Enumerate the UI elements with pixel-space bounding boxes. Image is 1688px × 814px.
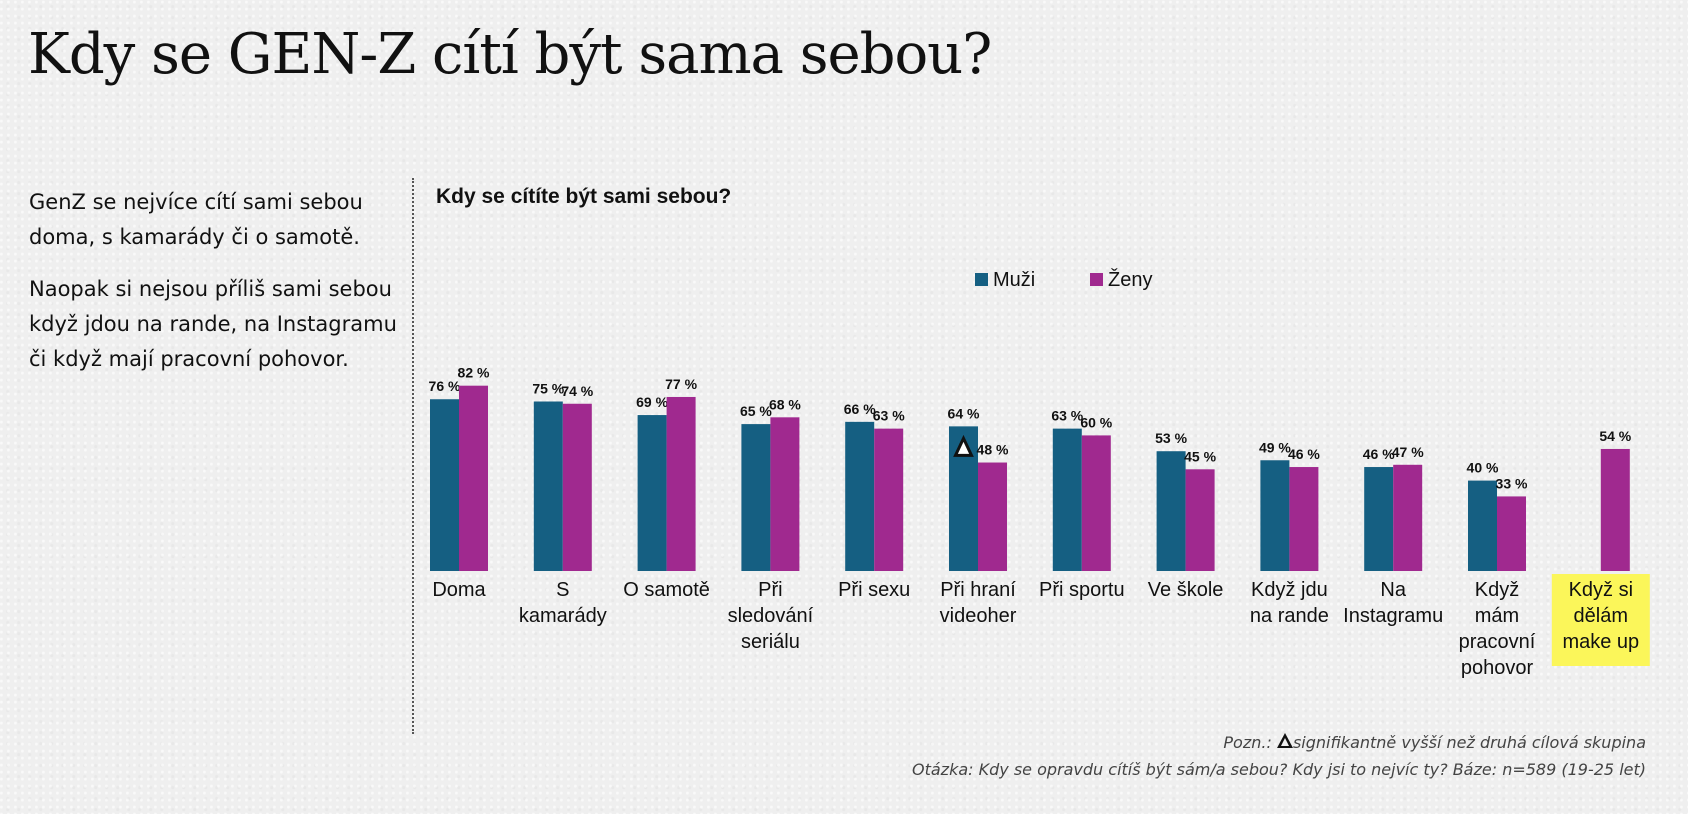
bar-1-2 [666,396,696,571]
category-label-11-1: dělám [1574,605,1628,627]
bar-0-2 [637,415,667,571]
data-label-1-6: 60 % [1080,414,1112,430]
data-label-0-7: 53 % [1155,430,1187,446]
note-text: signifikantně vyšší než druhá cílová sku… [1292,733,1646,752]
data-label-0-3: 65 % [740,403,772,419]
bar-0-4 [845,421,875,571]
bar-0-3 [741,424,771,571]
bar-1-6 [1081,435,1111,571]
data-label-0-1: 75 % [532,381,564,397]
bar-1-7 [1185,469,1215,571]
page-title: Kdy se GEN-Z cítí být sama sebou? [28,22,992,87]
bar-0-10 [1468,480,1497,571]
bar-1-8 [1289,467,1319,571]
category-label-1-0: S [556,579,569,601]
bar-0-8 [1260,460,1290,571]
bar-0-9 [1364,467,1394,571]
data-label-1-10: 33 % [1496,475,1528,491]
significance-triangle-icon-0 [953,434,974,457]
category-label-3-1: sledování [728,605,814,627]
data-label-1-0: 82 % [458,365,490,381]
data-label-0-0: 76 % [429,378,461,394]
data-label-1-3: 68 % [769,396,801,412]
summary-paragraph-2: Naopak si nejsou příliš sami sebou když … [29,277,397,371]
data-label-0-4: 66 % [844,401,876,417]
bar-1-0 [459,385,488,571]
legend-label-1: Ženy [1108,268,1152,291]
category-label-0-0: Doma [432,579,486,601]
data-label-1-7: 45 % [1184,448,1216,464]
bar-0-1 [533,401,563,571]
category-label-9-0: Na [1380,579,1406,601]
legend-label-0: Muži [993,269,1035,291]
data-label-0-2: 69 % [636,394,668,410]
data-label-1-2: 77 % [665,376,697,392]
bar-0-7 [1156,451,1186,571]
bar-0-6 [1052,428,1082,571]
chart-title: Kdy se cítíte být sami sebou? [436,185,731,208]
category-label-9-1: Instagramu [1343,605,1443,627]
category-label-10-1: mám [1475,605,1519,627]
data-label-1-5: 48 % [977,442,1009,458]
question-note: Otázka: Kdy se opravdu cítíš být sám/a s… [912,760,1646,779]
triangle-icon [1276,733,1293,748]
significance-note: Pozn.: signifikantně vyšší než druhá cíl… [1223,733,1646,752]
category-label-1-1: kamarády [519,605,607,627]
category-label-11-0: Když si [1569,579,1633,601]
note-prefix: Pozn.: [1223,733,1272,752]
data-label-1-9: 47 % [1392,444,1424,460]
summary-paragraph-1: GenZ se nejvíce cítí sami sebou doma, s … [29,190,363,249]
data-label-0-5: 64 % [948,405,980,421]
bar-0-0 [430,399,459,571]
category-label-6-0: Při sportu [1039,579,1125,601]
bar-1-9 [1393,464,1423,571]
category-label-4-0: Při sexu [838,579,910,601]
legend-swatch-1 [1090,273,1103,286]
data-label-0-10: 40 % [1467,460,1499,476]
bar-1-5 [978,462,1007,571]
data-label-1-1: 74 % [561,383,593,399]
data-label-0-9: 46 % [1363,446,1395,462]
data-label-1-11: 54 % [1599,428,1631,444]
data-label-1-4: 63 % [873,408,905,424]
data-label-0-6: 63 % [1051,408,1083,424]
highlight-box [1551,574,1650,666]
bar-1-11 [1600,448,1630,571]
category-label-8-1: na rande [1250,605,1329,627]
vertical-divider [412,178,414,734]
category-label-10-2: pracovní [1459,631,1536,653]
category-label-8-0: Když jdu [1251,579,1328,601]
category-label-5-1: videoher [940,605,1017,627]
category-label-5-0: Při hraní [940,579,1016,601]
category-label-10-0: Když [1475,579,1519,601]
category-label-10-3: pohovor [1461,657,1534,679]
category-label-7-0: Ve škole [1148,579,1224,601]
bar-1-3 [770,417,800,571]
category-label-3-2: seriálu [741,631,800,653]
category-label-11-2: make up [1562,631,1639,653]
bar-1-10 [1497,496,1526,571]
bar-1-4 [874,428,904,571]
category-label-2-0: O samotě [623,579,710,601]
category-label-3-0: Při [758,579,782,601]
bar-1-1 [562,403,592,571]
data-label-1-8: 46 % [1288,446,1320,462]
data-label-0-8: 49 % [1259,439,1291,455]
legend-swatch-0 [975,273,988,286]
